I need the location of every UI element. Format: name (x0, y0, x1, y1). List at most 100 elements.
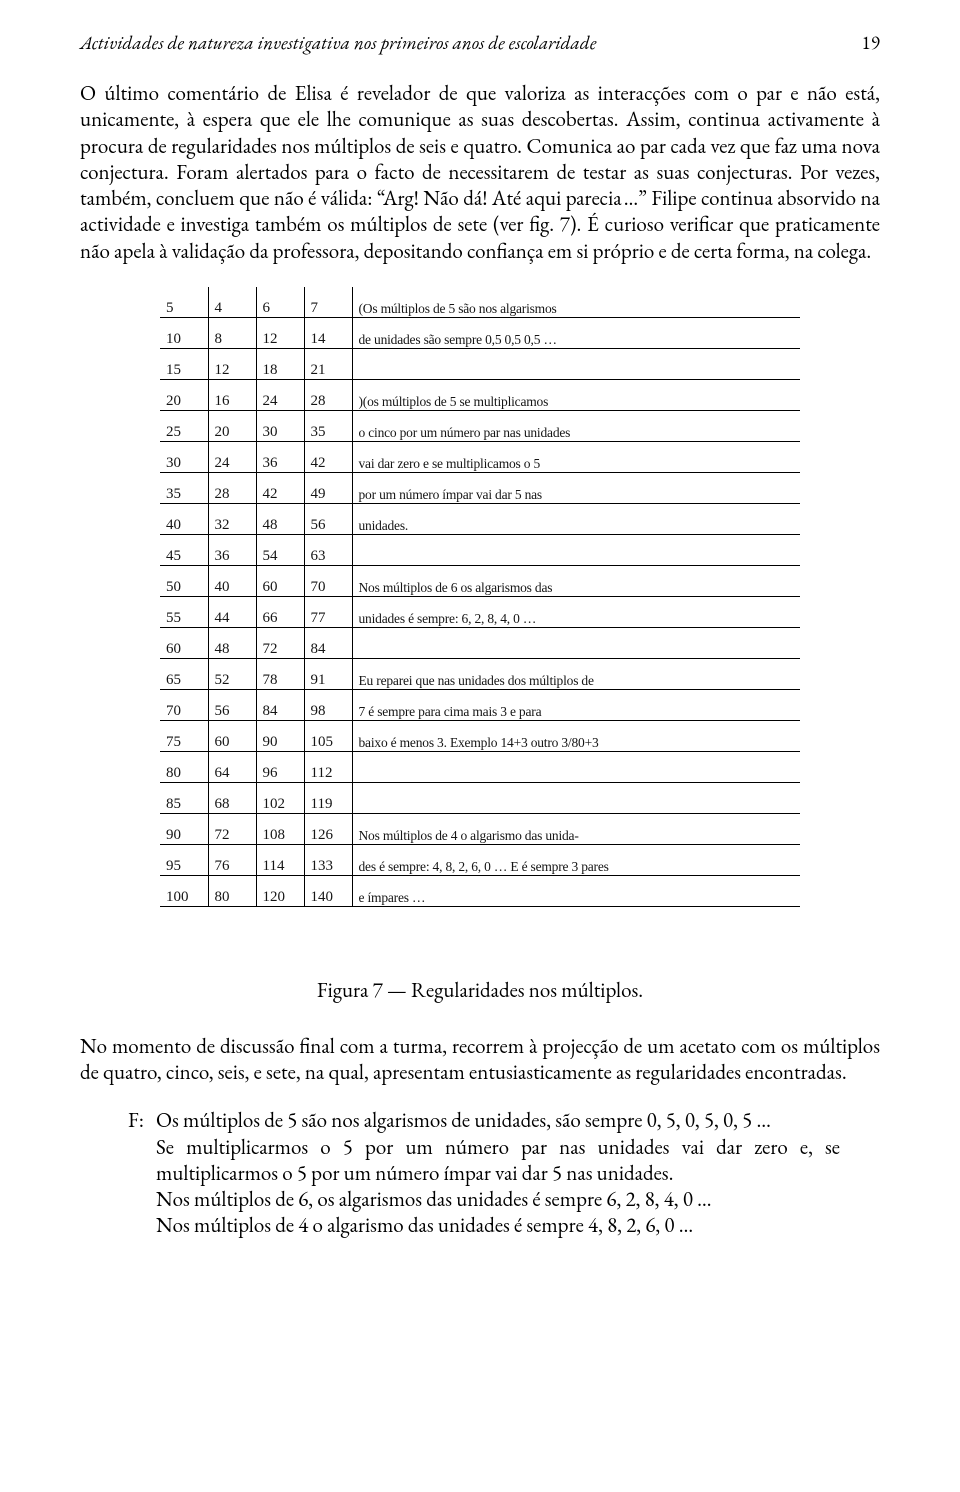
multiple-cell: 20 (208, 410, 256, 441)
multiple-cell: 42 (256, 472, 304, 503)
notes-cell: baixo é menos 3. Exemplo 14+3 outro 3/80… (352, 720, 800, 751)
multiple-cell: 112 (304, 751, 352, 782)
multiple-cell: 95 (160, 844, 208, 875)
multiple-cell: 32 (208, 503, 256, 534)
multiple-cell: 65 (160, 658, 208, 689)
multiple-cell: 18 (256, 348, 304, 379)
table-row: 10080120140e ímpares … (160, 875, 800, 906)
multiple-cell: 84 (256, 689, 304, 720)
multiple-cell: 54 (256, 534, 304, 565)
multiple-cell: 25 (160, 410, 208, 441)
multiple-cell: 10 (160, 317, 208, 348)
table-row: 40324856unidades. (160, 503, 800, 534)
multiple-cell: 66 (256, 596, 304, 627)
table-row: 806496112 (160, 751, 800, 782)
multiple-cell: 76 (208, 844, 256, 875)
multiple-cell: 105 (304, 720, 352, 751)
figure-7: 5467(Os múltiplos de 5 são nos algarismo… (160, 287, 800, 907)
multiple-cell: 100 (160, 875, 208, 906)
dialogue-text-4: Nos múltiplos de 4 o algarismo das unida… (156, 1212, 693, 1239)
multiple-cell: 84 (304, 627, 352, 658)
notes-cell (352, 627, 800, 658)
page-number: 19 (862, 30, 880, 55)
multiple-cell: 30 (256, 410, 304, 441)
multiple-cell: 56 (208, 689, 256, 720)
multiple-cell: 28 (208, 472, 256, 503)
table-row: 1081214de unidades são sempre 0,5 0,5 0,… (160, 317, 800, 348)
multiple-cell: 77 (304, 596, 352, 627)
multiple-cell: 63 (304, 534, 352, 565)
multiple-cell: 16 (208, 379, 256, 410)
notes-cell: des é sempre: 4, 8, 2, 6, 0 … E é sempre… (352, 844, 800, 875)
table-row: 9576114133des é sempre: 4, 8, 2, 6, 0 … … (160, 844, 800, 875)
dialogue-speaker: F: (128, 1108, 156, 1239)
notes-cell: vai dar zero e se multiplicamos o 5 (352, 441, 800, 472)
multiple-cell: 55 (160, 596, 208, 627)
multiple-cell: 21 (304, 348, 352, 379)
table-row: 705684987 é sempre para cima mais 3 e pa… (160, 689, 800, 720)
multiple-cell: 80 (208, 875, 256, 906)
multiple-cell: 48 (208, 627, 256, 658)
table-row: 8568102119 (160, 782, 800, 813)
table-row: 30243642vai dar zero e se multiplicamos … (160, 441, 800, 472)
multiple-cell: 60 (208, 720, 256, 751)
table-row: 50406070Nos múltiplos de 6 os algarismos… (160, 565, 800, 596)
multiple-cell: 48 (256, 503, 304, 534)
page: Actividades de natureza investigativa no… (0, 0, 960, 1280)
multiple-cell: 85 (160, 782, 208, 813)
multiple-cell: 91 (304, 658, 352, 689)
multiple-cell: 108 (256, 813, 304, 844)
notes-cell: Nos múltiplos de 4 o algarismo das unida… (352, 813, 800, 844)
multiple-cell: 78 (256, 658, 304, 689)
multiple-cell: 36 (208, 534, 256, 565)
table-row: 20162428)(os múltiplos de 5 se multiplic… (160, 379, 800, 410)
multiple-cell: 6 (256, 287, 304, 318)
multiple-cell: 28 (304, 379, 352, 410)
table-row: 65527891Eu reparei que nas unidades dos … (160, 658, 800, 689)
multiple-cell: 20 (160, 379, 208, 410)
multiple-cell: 56 (304, 503, 352, 534)
multiple-cell: 30 (160, 441, 208, 472)
dialogue-block: F: Os múltiplos de 5 são nos algarismos … (128, 1108, 840, 1239)
notes-cell (352, 534, 800, 565)
multiple-cell: 70 (160, 689, 208, 720)
multiple-cell: 35 (304, 410, 352, 441)
notes-cell: (Os múltiplos de 5 são nos algarismos (352, 287, 800, 318)
multiple-cell: 126 (304, 813, 352, 844)
notes-cell (352, 348, 800, 379)
handwritten-multiples-table: 5467(Os múltiplos de 5 são nos algarismo… (160, 287, 800, 907)
notes-cell: de unidades são sempre 0,5 0,5 0,5 … (352, 317, 800, 348)
dialogue-speech: Os múltiplos de 5 são nos algarismos de … (156, 1108, 840, 1239)
notes-cell: 7 é sempre para cima mais 3 e para (352, 689, 800, 720)
multiple-cell: 36 (256, 441, 304, 472)
multiple-cell: 40 (160, 503, 208, 534)
multiple-cell: 60 (160, 627, 208, 658)
table-row: 45365463 (160, 534, 800, 565)
notes-cell: unidades. (352, 503, 800, 534)
multiple-cell: 35 (160, 472, 208, 503)
table-row: 15121821 (160, 348, 800, 379)
multiple-cell: 70 (304, 565, 352, 596)
table-row: 756090105baixo é menos 3. Exemplo 14+3 o… (160, 720, 800, 751)
multiple-cell: 75 (160, 720, 208, 751)
running-title: Actividades de natureza investigativa no… (80, 30, 596, 55)
table-row: 60487284 (160, 627, 800, 658)
multiple-cell: 42 (304, 441, 352, 472)
multiple-cell: 60 (256, 565, 304, 596)
notes-cell: )(os múltiplos de 5 se multiplicamos (352, 379, 800, 410)
multiple-cell: 7 (304, 287, 352, 318)
notes-cell (352, 751, 800, 782)
multiple-cell: 90 (256, 720, 304, 751)
multiple-cell: 44 (208, 596, 256, 627)
table-row: 9072108126Nos múltiplos de 4 o algarismo… (160, 813, 800, 844)
multiple-cell: 5 (160, 287, 208, 318)
dialogue-line: F: Os múltiplos de 5 são nos algarismos … (128, 1108, 840, 1239)
dialogue-text-2: Se multiplicarmos o 5 por um número par … (156, 1134, 840, 1187)
table-row: 5467(Os múltiplos de 5 são nos algarismo… (160, 287, 800, 318)
multiple-cell: 49 (304, 472, 352, 503)
running-header: Actividades de natureza investigativa no… (80, 30, 880, 55)
multiple-cell: 114 (256, 844, 304, 875)
figure-caption: Figura 7 — Regularidades nos múltiplos. (80, 977, 880, 1004)
notes-cell: por um número ímpar vai dar 5 nas (352, 472, 800, 503)
multiple-cell: 4 (208, 287, 256, 318)
